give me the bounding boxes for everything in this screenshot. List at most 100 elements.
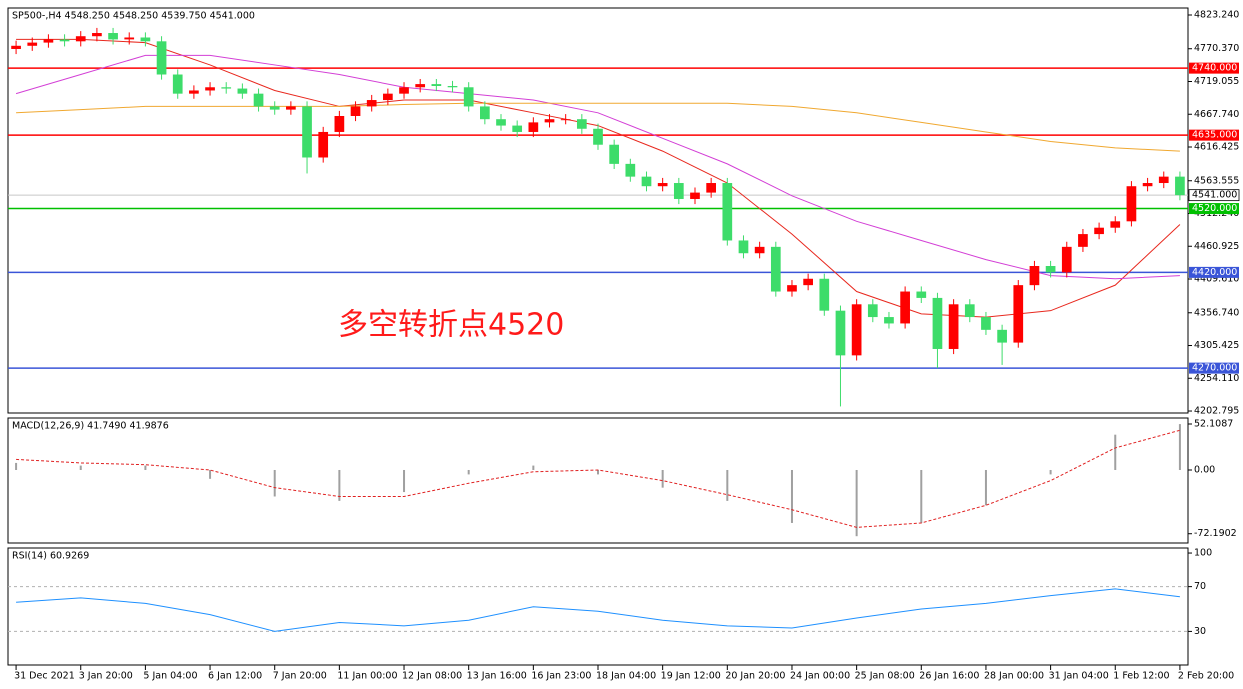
panel-title: RSI(14) 60.9269: [12, 551, 89, 562]
candle-body: [156, 41, 167, 75]
macd-bar: [855, 469, 858, 537]
candle-body: [415, 84, 426, 88]
candle-body: [867, 304, 878, 318]
macd-bar: [403, 469, 406, 493]
candle-body: [690, 192, 700, 199]
y-tick-label: 4616.425: [1194, 142, 1239, 153]
y-tick-label: 4563.555: [1194, 175, 1239, 186]
x-tick-label: 5 Jan 04:00: [143, 671, 197, 682]
candle-body: [1094, 227, 1104, 235]
candle-body: [286, 106, 296, 110]
candle-body: [480, 106, 490, 120]
candle-body: [625, 163, 636, 177]
level-label: 4635.000: [1192, 130, 1237, 141]
candle-body: [1175, 176, 1185, 196]
macd-bar: [1114, 434, 1117, 470]
candle-body: [1061, 246, 1072, 273]
y-tick-label: 0.00: [1194, 464, 1215, 475]
candle-body: [1078, 234, 1088, 247]
x-tick-label: 16 Jan 23:00: [531, 671, 591, 682]
candle-body: [932, 297, 943, 349]
x-tick-label: 31 Dec 2021: [14, 671, 75, 682]
level-label: 4270.000: [1192, 363, 1237, 374]
macd-bar: [273, 469, 276, 497]
macd-bar: [338, 469, 341, 501]
x-tick-label: 6 Jan 12:00: [208, 671, 262, 682]
candle-body: [948, 304, 959, 349]
y-tick-label: 4356.740: [1194, 307, 1239, 318]
y-tick-label: 4254.110: [1194, 373, 1239, 384]
candle-body: [803, 278, 813, 286]
candle-body: [1158, 176, 1169, 184]
candle-body: [27, 42, 38, 46]
level-label-box: [1189, 362, 1239, 374]
candle-body: [900, 291, 910, 324]
signal-line: [16, 429, 1181, 528]
candle-body: [383, 93, 393, 101]
candle-body: [172, 74, 183, 94]
candle-body: [835, 310, 846, 356]
candle-body: [657, 183, 668, 187]
x-tick-label: 1 Feb 12:00: [1113, 671, 1169, 682]
macd-bar: [1178, 424, 1181, 470]
candle-body: [318, 131, 329, 158]
candle-body: [544, 119, 555, 123]
candle-body: [964, 304, 975, 318]
candle-body: [350, 106, 361, 116]
candle-body: [1110, 221, 1121, 228]
candle-body: [981, 317, 991, 330]
x-tick-label: 20 Jan 20:00: [725, 671, 785, 682]
candle-body: [1013, 285, 1024, 343]
level-label: 4520.000: [1192, 203, 1237, 214]
candle-body: [884, 317, 894, 324]
candle-body: [43, 39, 54, 43]
candle-body: [738, 240, 749, 254]
candle-body: [253, 93, 264, 107]
y-tick-label: 4460.925: [1194, 241, 1239, 252]
level-label-box: [1189, 62, 1239, 74]
y-tick-label: 4719.055: [1194, 76, 1239, 87]
x-tick-label: 24 Jan 00:00: [790, 671, 850, 682]
candle-body: [512, 125, 523, 132]
candle-body: [463, 87, 474, 107]
y-tick-label: 4409.610: [1194, 274, 1239, 285]
candle-body: [366, 100, 377, 107]
macd-bar: [467, 469, 470, 475]
candle-body: [1126, 186, 1137, 222]
panel-title: MACD(12,26,9) 41.7490 41.9876: [12, 421, 169, 432]
macd-bar: [209, 469, 212, 479]
level-label-box: [1189, 129, 1239, 141]
candle-body: [722, 183, 733, 241]
y-tick-label: 52.1087: [1194, 418, 1233, 429]
candle-body: [997, 329, 1007, 343]
macd-bar: [920, 469, 923, 523]
candle-body: [11, 45, 21, 49]
macd-bar: [79, 465, 82, 470]
candle-body: [399, 87, 409, 94]
candle-body: [431, 84, 442, 86]
candle-body: [237, 88, 248, 94]
x-tick-label: 31 Jan 04:00: [1049, 671, 1109, 682]
y-tick-label: 4202.795: [1194, 406, 1239, 417]
candle-body: [269, 106, 280, 110]
moving-average: [16, 102, 1180, 152]
candle-body: [1142, 183, 1153, 187]
candle-body: [528, 122, 539, 132]
candle-body: [770, 246, 781, 292]
x-tick-label: 11 Jan 00:00: [337, 671, 397, 682]
candle-body: [754, 246, 765, 254]
x-tick-label: 18 Jan 04:00: [596, 671, 656, 682]
macd-bar: [15, 462, 18, 470]
last-price-label: 4541.000: [1192, 190, 1237, 201]
candle-body: [593, 128, 603, 145]
candle-body: [916, 291, 927, 298]
y-tick-label: 100: [1194, 548, 1212, 559]
candle-body: [334, 116, 345, 132]
x-tick-label: 12 Jan 08:00: [402, 671, 462, 682]
macd-bar: [532, 465, 535, 470]
x-tick-label: 13 Jan 16:00: [467, 671, 527, 682]
y-tick-label: 4305.425: [1194, 340, 1239, 351]
candle-body: [124, 37, 135, 40]
x-tick-label: 25 Jan 08:00: [855, 671, 915, 682]
candle-body: [1029, 266, 1040, 286]
